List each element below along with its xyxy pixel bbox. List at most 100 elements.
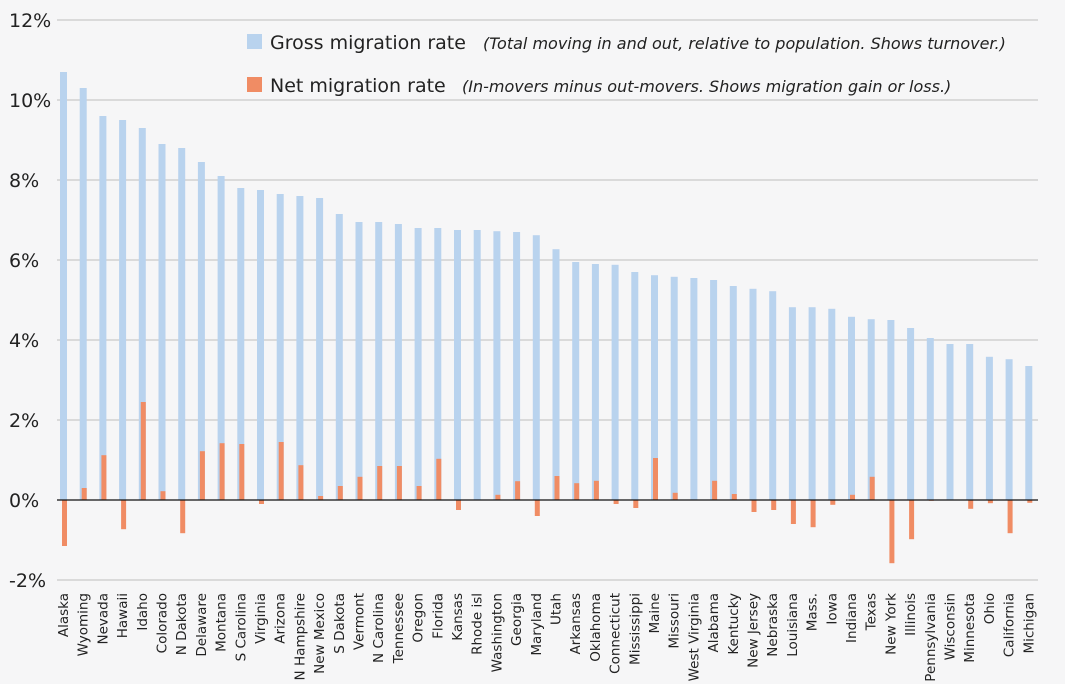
bar-net bbox=[672, 492, 678, 500]
bar-net bbox=[377, 466, 383, 500]
bar-net bbox=[889, 500, 895, 564]
bar-net bbox=[909, 500, 915, 540]
x-tick-label: N Dakota bbox=[174, 593, 190, 655]
bar-gross bbox=[749, 288, 757, 500]
x-tick-label: Nebraska bbox=[765, 593, 781, 657]
x-tick-label: Maine bbox=[647, 593, 663, 634]
bar-gross bbox=[985, 356, 993, 500]
y-tick-label: 8% bbox=[9, 170, 39, 192]
bar-net bbox=[968, 500, 974, 509]
bar-net bbox=[1027, 500, 1033, 503]
bar-gross bbox=[237, 188, 245, 500]
x-tick-label: Texas bbox=[864, 593, 880, 631]
bar-net bbox=[199, 451, 205, 500]
bar-gross bbox=[473, 230, 481, 500]
x-tick-label: New Jersey bbox=[746, 593, 762, 668]
bar-gross bbox=[394, 224, 402, 500]
x-tick-label: Ohio bbox=[982, 593, 998, 624]
bar-gross bbox=[513, 232, 521, 500]
x-tick-label: Vermont bbox=[352, 593, 368, 650]
x-tick-label: Delaware bbox=[194, 593, 210, 657]
legend: Gross migration rate (Total moving in an… bbox=[247, 32, 1006, 97]
bar-gross bbox=[828, 308, 836, 500]
bar-gross bbox=[631, 272, 639, 500]
bar-gross bbox=[966, 344, 974, 500]
bar-net bbox=[731, 494, 737, 500]
bars bbox=[60, 72, 1033, 564]
bar-net bbox=[534, 500, 540, 516]
bar-net bbox=[653, 458, 658, 500]
x-tick-label: Illinois bbox=[903, 593, 919, 636]
x-tick-label: Tennessee bbox=[391, 593, 407, 664]
bar-gross bbox=[197, 162, 205, 500]
x-tick-label: Arkansas bbox=[568, 593, 584, 655]
x-tick-label: New York bbox=[883, 593, 899, 655]
x-tick-label: Mississippi bbox=[627, 593, 643, 665]
bar-net bbox=[633, 500, 639, 508]
x-tick-label: Louisiana bbox=[785, 593, 801, 657]
bar-net bbox=[101, 455, 107, 500]
bar-net bbox=[869, 476, 875, 500]
y-tick-label: 4% bbox=[9, 330, 39, 352]
x-tick-label: Oklahoma bbox=[588, 593, 604, 662]
legend-swatch-gross bbox=[247, 34, 262, 49]
x-tick-label: Minnesota bbox=[962, 593, 978, 663]
bar-gross bbox=[690, 278, 698, 500]
x-tick-label: Florida bbox=[430, 593, 446, 639]
bar-gross bbox=[907, 328, 915, 500]
bar-gross bbox=[848, 316, 855, 500]
bar-net bbox=[219, 443, 225, 500]
bar-gross bbox=[532, 235, 540, 500]
x-tick-label: Alaska bbox=[56, 593, 72, 637]
bar-net bbox=[574, 483, 580, 500]
bar-gross bbox=[887, 320, 895, 500]
bar-net bbox=[357, 476, 363, 500]
x-tick-label: Iowa bbox=[824, 593, 840, 625]
x-tick-label: Indiana bbox=[844, 593, 860, 643]
bar-net bbox=[140, 402, 146, 500]
bar-gross bbox=[335, 214, 343, 500]
bar-gross bbox=[651, 275, 658, 500]
y-tick-label: 10% bbox=[9, 90, 51, 112]
bar-net bbox=[396, 466, 402, 500]
bar-gross bbox=[1025, 366, 1033, 500]
x-tick-label: S Dakota bbox=[332, 593, 348, 654]
x-tick-label: Michigan bbox=[1021, 593, 1037, 654]
bar-net bbox=[337, 486, 343, 500]
bar-gross bbox=[611, 264, 619, 500]
bar-net bbox=[298, 465, 304, 500]
bar-net bbox=[318, 496, 324, 500]
x-tick-label: Hawaii bbox=[115, 593, 131, 638]
bar-net bbox=[790, 500, 796, 524]
x-tick-label: Georgia bbox=[509, 593, 525, 646]
bar-gross bbox=[591, 264, 599, 500]
x-tick-label: Colorado bbox=[155, 593, 171, 653]
bar-gross bbox=[434, 228, 442, 500]
bar-gross bbox=[769, 291, 777, 500]
x-tick-label: Virginia bbox=[253, 593, 269, 644]
bar-gross bbox=[867, 319, 875, 500]
bar-net bbox=[771, 500, 777, 510]
bar-gross bbox=[454, 230, 461, 500]
bar-gross bbox=[729, 286, 737, 500]
bar-gross bbox=[257, 190, 264, 500]
x-tick-label: Nevada bbox=[95, 593, 111, 645]
bar-gross bbox=[119, 120, 127, 500]
y-tick-label: 0% bbox=[9, 490, 39, 512]
x-tick-label: N Carolina bbox=[371, 593, 387, 663]
legend-swatch-net bbox=[247, 77, 262, 92]
bar-net bbox=[810, 500, 816, 528]
bar-net bbox=[278, 442, 284, 500]
x-tick-label: Montana bbox=[214, 593, 230, 652]
y-axis-ticks: -2% 0% 2% 4% 6% 8% 10% 12% bbox=[9, 10, 51, 592]
x-tick-label: Wyoming bbox=[76, 593, 92, 656]
bar-gross bbox=[946, 344, 954, 500]
bar-net bbox=[81, 488, 87, 500]
x-tick-label: Washington bbox=[489, 593, 505, 672]
bar-gross bbox=[710, 280, 718, 500]
bar-gross bbox=[572, 262, 580, 500]
x-tick-label: Oregon bbox=[411, 593, 427, 643]
bar-gross bbox=[414, 228, 422, 500]
bar-gross bbox=[808, 307, 816, 500]
